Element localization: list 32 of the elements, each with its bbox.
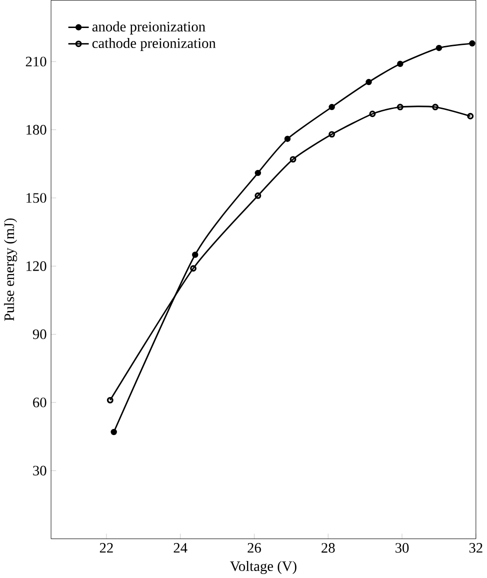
y-tick-label: 120: [26, 261, 46, 271]
point: [436, 44, 442, 52]
point: [369, 110, 376, 118]
point: [110, 428, 117, 436]
y-tick-label: 180: [26, 124, 46, 135]
x-tick-label: 30: [396, 543, 409, 553]
point: [254, 192, 262, 199]
point: [328, 131, 336, 138]
point: [254, 170, 262, 176]
x-tick-label: 32: [469, 543, 482, 553]
y-tick-label: 30: [33, 466, 46, 476]
x-tick-label: 24: [174, 543, 188, 553]
x-tick-label: 26: [248, 543, 261, 553]
point: [284, 136, 291, 142]
point: [366, 78, 372, 86]
y-axis-title: Pulse energy (mJ): [4, 218, 18, 321]
point: [328, 104, 335, 110]
y-tick-label: 150: [26, 193, 46, 203]
point: [432, 104, 438, 110]
x-tick-label: 22: [100, 543, 113, 553]
point: [190, 265, 196, 272]
legend-label: anode preionization: [92, 21, 206, 34]
x-axis-title: Voltage (V): [230, 560, 296, 574]
y-tick-label: 60: [33, 398, 46, 408]
point: [290, 156, 296, 163]
point: [396, 104, 404, 110]
point: [397, 60, 404, 67]
point: [192, 252, 198, 258]
y-tick-label: 210: [26, 56, 46, 66]
y-tick-label: 90: [32, 329, 46, 340]
legend-label: cathode preionization: [92, 38, 216, 51]
x-tick-label: 28: [322, 543, 335, 553]
